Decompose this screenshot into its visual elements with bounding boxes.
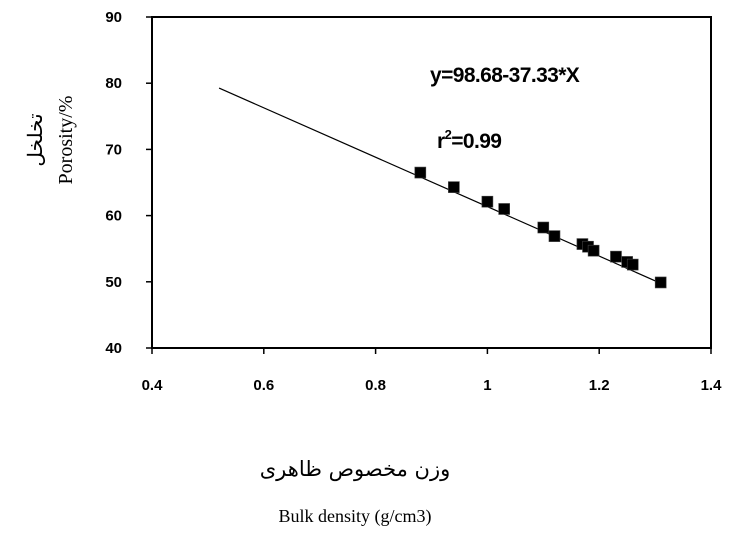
y-tick-label: 90 (105, 9, 122, 26)
x-tick-label: 1.2 (589, 377, 610, 394)
x-tick-label: 1 (483, 377, 491, 394)
data-point (610, 250, 622, 263)
x-axis-label: Bulk density (g/cm3) (279, 506, 432, 527)
y-tick-label: 40 (105, 340, 122, 357)
x-tick-label: 1.4 (701, 377, 723, 394)
x-tick-label: 0.8 (365, 377, 386, 394)
r2-superscript: 2 (445, 127, 452, 142)
r2-annotation: r2=0.99 (437, 127, 501, 153)
data-point (448, 181, 460, 193)
data-point (654, 276, 667, 289)
y-axis-label-persian: تخلخل (25, 113, 47, 166)
data-point (587, 244, 600, 257)
data-point (537, 221, 550, 234)
r2-value: =0.99 (451, 130, 501, 153)
data-point (414, 166, 427, 179)
equation-annotation: y=98.68-37.33*X (430, 64, 580, 87)
y-tick-label: 80 (105, 75, 122, 92)
plot-area (151, 16, 712, 349)
data-point (626, 258, 639, 271)
x-tick-label: 0.4 (142, 377, 164, 394)
y-axis-label: Porosity/% (55, 96, 77, 185)
y-tick-label: 70 (105, 141, 122, 158)
x-tick-label: 0.6 (253, 377, 274, 394)
data-point (498, 203, 510, 215)
x-axis-label-persian: وزن مخصوص ظاهری (260, 457, 451, 482)
data-points (414, 166, 667, 289)
r2-base: r (437, 130, 445, 153)
data-point (548, 230, 561, 242)
data-point (481, 195, 494, 208)
x-axis-ticks: 0.4 0.6 0.8 1 1.2 1.4 (142, 348, 723, 394)
y-tick-label: 60 (105, 208, 122, 225)
y-axis-ticks: 40 50 60 70 80 90 (105, 9, 152, 357)
y-tick-label: 50 (105, 274, 122, 291)
